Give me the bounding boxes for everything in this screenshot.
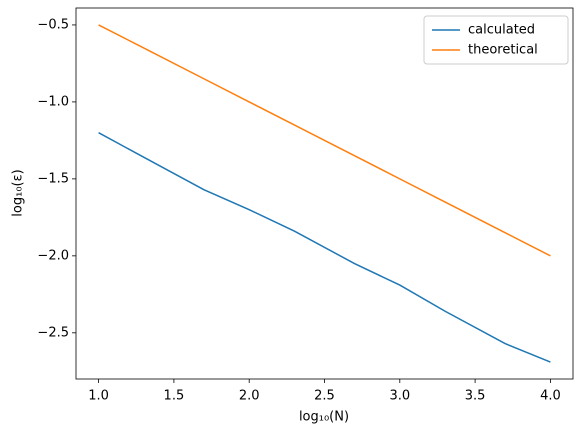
x-tick-label: 3.0	[389, 389, 410, 404]
y-axis-label: log₁₀(ε)	[11, 169, 26, 216]
y-tick-label: −1.0	[37, 94, 69, 109]
x-tick-label: 1.5	[164, 389, 185, 404]
y-tick-label: −0.5	[37, 17, 69, 32]
y-tick-label: −2.0	[37, 248, 69, 263]
legend-label: theoretical	[468, 43, 538, 58]
y-tick-label: −1.5	[37, 171, 69, 186]
x-axis-label: log₁₀(N)	[299, 410, 349, 425]
x-tick-label: 2.5	[314, 389, 335, 404]
x-tick-label: 1.0	[88, 389, 109, 404]
x-tick-label: 4.0	[540, 389, 561, 404]
y-tick-label: −2.5	[37, 325, 69, 340]
data-line	[98, 132, 551, 363]
legend-label: calculated	[468, 23, 535, 38]
legend-box	[423, 15, 569, 65]
x-tick-label: 3.5	[465, 389, 486, 404]
data-line	[98, 24, 551, 257]
x-tick-label: 2.0	[239, 389, 260, 404]
plot-frame	[75, 7, 574, 380]
